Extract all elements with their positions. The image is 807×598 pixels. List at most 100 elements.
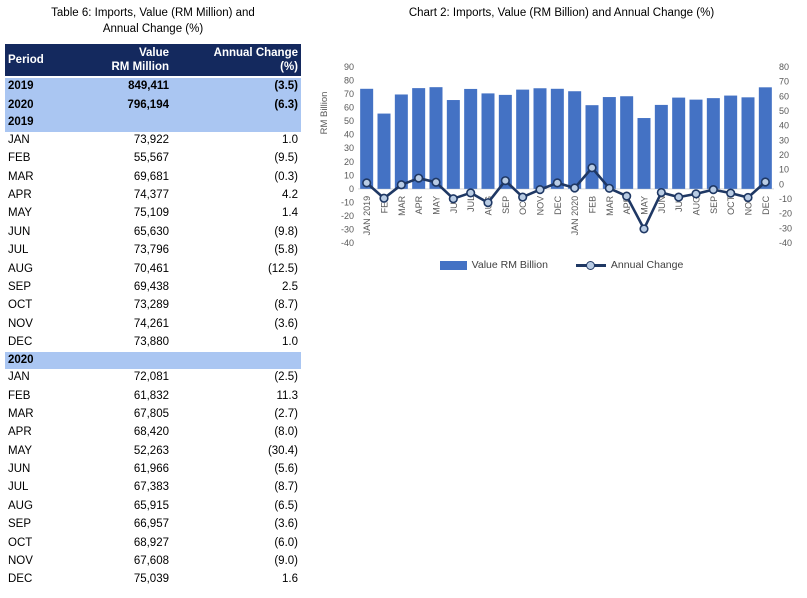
period-cell: JUL xyxy=(8,481,29,494)
value-cell: 61,966 xyxy=(133,463,169,476)
value-bar xyxy=(758,87,772,189)
value-cell: 55,567 xyxy=(133,152,169,165)
table-row: DEC 75,039 1.6 xyxy=(5,571,301,589)
x-axis-label: NOV xyxy=(744,196,754,216)
change-cell: 1.6 xyxy=(282,573,298,586)
value-bar xyxy=(620,96,634,189)
period-cell: FEB xyxy=(8,389,31,402)
change-cell: (9.8) xyxy=(274,225,298,238)
change-cell: 11.3 xyxy=(276,389,298,402)
value-cell: 68,420 xyxy=(133,426,169,439)
left-axis-tick: -20 xyxy=(341,211,354,221)
period-cell: JUL xyxy=(8,244,29,257)
left-axis-tick: 30 xyxy=(344,143,354,153)
table-row: FEB 55,567 (9.5) xyxy=(5,150,301,168)
value-cell: 61,832 xyxy=(133,389,169,402)
summary-row: 2019 849,411 (3.5) xyxy=(5,77,301,97)
line-swatch-icon xyxy=(575,260,606,270)
table-row: NOV 67,608 (9.0) xyxy=(5,553,301,571)
change-cell: (8.0) xyxy=(274,426,298,439)
x-axis-label: MAY xyxy=(640,196,650,215)
period-cell: JUN xyxy=(8,463,31,476)
left-axis-tick: 10 xyxy=(344,170,354,180)
change-cell: 1.4 xyxy=(282,207,298,220)
right-axis-tick: 50 xyxy=(779,106,789,116)
annual-change-line xyxy=(365,166,767,231)
period-cell: MAY xyxy=(8,207,33,220)
right-axis-tick: 20 xyxy=(779,150,789,160)
x-axis-label: MAR xyxy=(397,195,407,216)
table-row: JUN 61,966 (5.6) xyxy=(5,461,301,479)
x-axis-label: NOV xyxy=(536,196,546,216)
period-cell: NOV xyxy=(8,317,33,330)
change-cell: (12.5) xyxy=(267,262,298,275)
year-cell: 2020 xyxy=(5,352,77,369)
right-axis-tick: -40 xyxy=(779,238,792,248)
value-bar xyxy=(741,97,755,189)
table-row: MAR 69,681 (0.3) xyxy=(5,168,301,186)
annual-change-marker xyxy=(518,192,528,202)
legend-item-value: Value RM Billion xyxy=(439,259,548,271)
table-row: SEP 69,438 2.5 xyxy=(5,279,301,297)
annual-change-marker xyxy=(708,185,718,195)
table-row: JUL 67,383 (8.7) xyxy=(5,479,301,497)
value-bar xyxy=(637,118,651,189)
change-cell: 1.0 xyxy=(282,133,298,146)
annual-change-marker xyxy=(674,192,684,202)
left-axis-title: RM Billion xyxy=(319,92,330,135)
period-cell: FEB xyxy=(8,152,31,165)
change-cell: (9.5) xyxy=(274,152,298,165)
table-row: DEC 73,880 1.0 xyxy=(5,334,301,352)
value-cell: 73,796 xyxy=(133,244,169,257)
left-axis-tick: 0 xyxy=(349,184,354,194)
right-axis-tick: 80 xyxy=(779,62,789,72)
period-cell: JAN xyxy=(8,133,30,146)
value-cell: 67,805 xyxy=(133,407,169,420)
value-cell: 67,608 xyxy=(133,554,169,567)
annual-change-marker xyxy=(379,193,389,203)
value-cell: 65,630 xyxy=(133,225,169,238)
table-row: APR 68,420 (8.0) xyxy=(5,424,301,442)
empty-cell xyxy=(172,114,301,132)
change-cell: 4.2 xyxy=(282,189,298,202)
right-axis-tick: -30 xyxy=(779,223,792,233)
table-title-line1: Table 6: Imports, Value (RM Million) and xyxy=(51,7,255,19)
left-axis-tick: 50 xyxy=(344,116,354,126)
imports-chart-panel: Chart 2: Imports, Value (RM Billion) and… xyxy=(318,5,805,271)
value-bar xyxy=(360,88,374,189)
change-cell: (6.5) xyxy=(274,499,298,512)
right-axis-tick: 0 xyxy=(779,179,784,189)
period-cell: SEP xyxy=(8,280,32,293)
table-row: AUG 65,915 (6.5) xyxy=(5,497,301,515)
chart-legend: Value RM Billion Annual Change xyxy=(318,259,805,271)
summary-row: 2020 796,194 (6.3) xyxy=(5,96,301,115)
header-change-line1: Annual Change xyxy=(213,47,298,59)
left-axis-tick: -10 xyxy=(341,197,354,207)
change-cell: (5.6) xyxy=(274,463,298,476)
change-cell: (6.3) xyxy=(172,96,301,115)
header-value-line1: Value xyxy=(138,47,169,59)
value-bar xyxy=(412,88,426,189)
table-row: JAN 73,922 1.0 xyxy=(5,132,301,150)
table-title: Table 6: Imports, Value (RM Million) and… xyxy=(5,5,301,37)
value-bar xyxy=(672,97,686,189)
x-axis-label: MAR xyxy=(605,195,615,216)
x-axis-label: OCT xyxy=(518,195,528,215)
left-axis-tick: -30 xyxy=(341,224,354,234)
imports-table-panel: Table 6: Imports, Value (RM Million) and… xyxy=(5,5,301,589)
change-cell: (9.0) xyxy=(274,554,298,567)
period-cell: 2019 xyxy=(5,77,77,97)
x-axis-label: DEC xyxy=(553,195,563,215)
change-cell: (30.4) xyxy=(267,444,298,457)
left-axis-tick: -40 xyxy=(341,238,354,248)
header-change: Annual Change (%) xyxy=(172,44,301,78)
value-bar xyxy=(429,87,443,189)
period-cell: MAR xyxy=(8,170,34,183)
period-cell: 2020 xyxy=(5,96,77,115)
annual-change-marker xyxy=(362,178,372,188)
period-cell: DEC xyxy=(8,573,33,586)
legend-label-change: Annual Change xyxy=(610,259,684,271)
left-axis-tick: 20 xyxy=(344,157,354,167)
value-cell: 67,383 xyxy=(133,481,169,494)
value-bar xyxy=(689,99,703,189)
